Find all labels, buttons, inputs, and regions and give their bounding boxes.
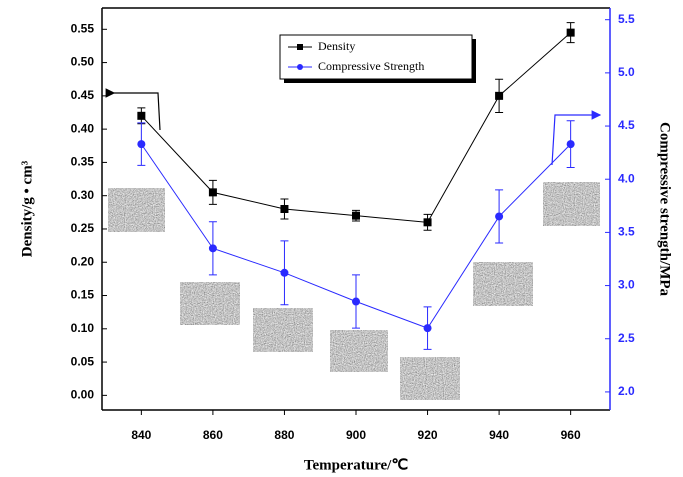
y2-tick-label: 4.0 [618, 171, 635, 185]
y2-tick-label: 2.0 [618, 384, 635, 398]
data-point [566, 28, 575, 37]
micrographs [108, 182, 600, 400]
y-tick-label: 0.00 [71, 388, 95, 402]
data-point [423, 218, 432, 227]
x-tick-label: 920 [418, 428, 438, 442]
y-tick-label: 0.10 [71, 321, 95, 335]
x-axis-title: Temperature/℃ [304, 457, 408, 473]
y-tick-label: 0.50 [71, 55, 95, 69]
y-axis-title: Density/g • cm³ [19, 160, 35, 257]
y-tick-label: 0.45 [71, 88, 95, 102]
legend-marker [297, 44, 303, 50]
data-point [352, 211, 360, 220]
data-point [495, 212, 504, 221]
legend: Density Compressive Strength [279, 34, 476, 83]
y-tick-label: 0.35 [71, 155, 95, 169]
y2-tick-label: 5.5 [618, 12, 635, 26]
data-point [423, 324, 432, 333]
y2-tick-label: 4.5 [618, 118, 635, 132]
y2-axis-title: Compressive strength/MPa [657, 122, 673, 297]
legend-marker [297, 64, 303, 70]
y-tick-label: 0.25 [71, 221, 95, 235]
y2-tick-label: 3.5 [618, 225, 635, 239]
y2-tick-label: 5.0 [618, 65, 635, 79]
y-tick-label: 0.30 [71, 188, 95, 202]
y-tick-label: 0.05 [71, 354, 95, 368]
x-tick-label: 880 [274, 428, 294, 442]
legend-label: Density [318, 39, 355, 53]
y-tick-label: 0.20 [71, 254, 95, 268]
y-tick-label: 0.55 [71, 21, 95, 35]
axis-arrow-left [105, 88, 161, 131]
data-point [280, 205, 289, 213]
x-tick-label: 960 [561, 428, 581, 442]
data-point [280, 268, 289, 277]
legend-box [279, 34, 473, 80]
data-point [137, 111, 146, 120]
data-point [352, 297, 360, 306]
x-tick-label: 840 [131, 428, 151, 442]
data-point [137, 140, 146, 149]
y-tick-label: 0.15 [71, 288, 95, 302]
data-point [208, 188, 217, 197]
legend-label: Compressive Strength [318, 59, 424, 73]
y2-tick-label: 3.0 [618, 278, 635, 292]
data-point [566, 140, 575, 149]
data-point [495, 91, 504, 100]
y-tick-label: 0.40 [71, 121, 95, 135]
x-tick-label: 940 [489, 428, 509, 442]
data-point [208, 244, 217, 253]
x-tick-label: 900 [346, 428, 366, 442]
axis-arrow-right [551, 110, 602, 166]
x-tick-label: 860 [203, 428, 223, 442]
y2-tick-label: 2.5 [618, 331, 635, 345]
